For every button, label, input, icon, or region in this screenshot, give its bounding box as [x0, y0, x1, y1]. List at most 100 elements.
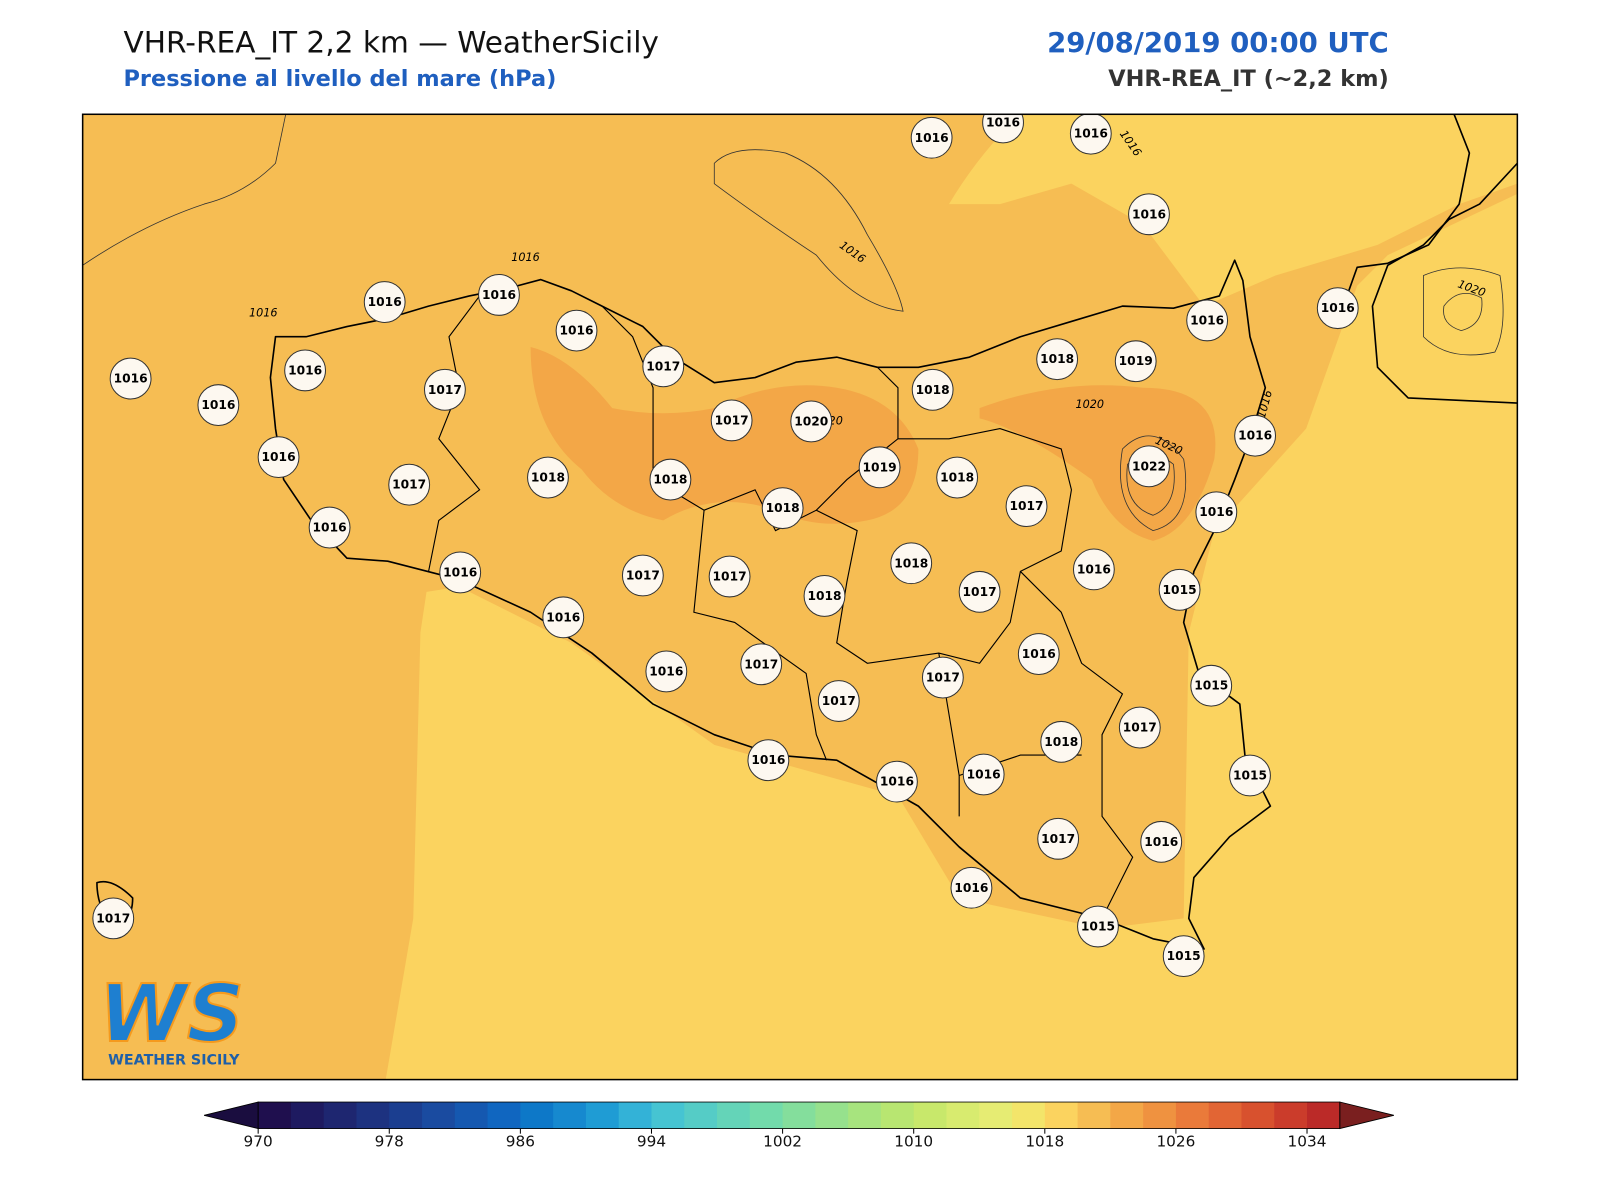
- station: 1016: [1234, 414, 1277, 457]
- station-value: 1016: [546, 610, 580, 624]
- colorbar-bin: [520, 1102, 554, 1129]
- station: 1015: [1158, 568, 1201, 611]
- station: 1016: [962, 753, 1005, 796]
- station-value: 1016: [1074, 127, 1108, 141]
- station-value: 1017: [1009, 499, 1043, 513]
- station: 1017: [642, 345, 685, 388]
- title: VHR-REA_IT 2,2 km — WeatherSicily: [123, 25, 658, 59]
- field-low: [82, 114, 287, 266]
- station-value: 1016: [1144, 835, 1178, 849]
- colorbar: 970 978 986 994 1002 1010 1018 1026 1034: [203, 1101, 1394, 1150]
- station: 1016: [1128, 193, 1170, 236]
- station-value: 1016: [443, 565, 477, 579]
- station: 1016: [1072, 548, 1115, 591]
- field-high: [1423, 267, 1504, 356]
- station: 1017: [708, 555, 751, 598]
- station: 1017: [1005, 485, 1048, 528]
- station-value: 1015: [1081, 920, 1115, 934]
- colorbar-frame: [257, 1101, 1341, 1129]
- map: 1016 1016 1016 1016 1016 1020 1020 1020 …: [82, 114, 1518, 1080]
- station-value: 1018: [916, 383, 950, 397]
- station-value: 1016: [1190, 313, 1224, 327]
- station: 1017: [817, 680, 860, 722]
- station-value: 1018: [1044, 735, 1078, 749]
- station-value: 1017: [963, 585, 997, 599]
- station-value: 1016: [1132, 207, 1166, 221]
- station-value: 1018: [894, 556, 928, 570]
- colorbar-tick-label: 1018: [1025, 1132, 1064, 1150]
- station-marker: [1037, 817, 1080, 860]
- station-marker: [1036, 338, 1079, 381]
- station: 1018: [803, 575, 846, 617]
- colorbar-bin: [1077, 1102, 1111, 1129]
- station-marker: [761, 487, 804, 530]
- station-value: 1017: [96, 911, 130, 925]
- station: 1016: [747, 739, 790, 782]
- station-marker: [1128, 445, 1170, 488]
- colorbar-bin: [356, 1102, 390, 1129]
- station-marker: [109, 357, 152, 400]
- station-marker: [1195, 491, 1238, 534]
- station: 1020: [790, 400, 833, 443]
- station-value: 1017: [646, 359, 680, 373]
- station: 1016: [308, 506, 351, 549]
- station-value: 1015: [1167, 949, 1201, 963]
- colorbar-bin: [1044, 1102, 1079, 1129]
- station-marker: [388, 463, 431, 506]
- station-value: 1017: [715, 413, 749, 427]
- station: 1018: [1036, 338, 1079, 381]
- station: 1015: [1190, 664, 1233, 707]
- station: 1017: [92, 897, 135, 940]
- station: 1017: [710, 399, 753, 442]
- subtitle: Pressione al livello del mare (hPa): [123, 66, 556, 92]
- colorbar-bin: [454, 1102, 489, 1129]
- colorbar-bin: [553, 1102, 587, 1129]
- station-value: 1016: [954, 881, 988, 895]
- colorbar-tick-label: 1026: [1156, 1132, 1195, 1150]
- station-value: 1015: [1233, 769, 1267, 783]
- station-marker: [962, 753, 1005, 796]
- station-value: 1019: [1119, 354, 1153, 368]
- colorbar-bin: [1110, 1102, 1144, 1129]
- station-value: 1016: [1321, 301, 1355, 315]
- station: 1016: [1195, 491, 1238, 534]
- colorbar-bin: [1241, 1102, 1275, 1129]
- station-value: 1018: [807, 589, 841, 603]
- date: 29/08/2019 00:00 UTC: [1047, 27, 1389, 59]
- colorbar-bin: [422, 1102, 456, 1129]
- station: 1018: [527, 456, 569, 499]
- station-marker: [1077, 905, 1119, 948]
- colorbar-bin: [880, 1102, 915, 1129]
- station: 1016: [1186, 299, 1229, 342]
- colorbar-bin: [323, 1102, 358, 1129]
- station-marker: [423, 368, 466, 411]
- station-marker: [1316, 287, 1359, 330]
- colorbar-bin: [848, 1102, 882, 1129]
- station-value: 1018: [531, 471, 565, 485]
- station-value: 1017: [926, 671, 960, 685]
- station: 1016: [1140, 820, 1183, 863]
- colorbar-bin: [1175, 1102, 1210, 1129]
- station: 1016: [950, 866, 993, 909]
- station-value: 1015: [1163, 583, 1197, 597]
- station: 1018: [911, 368, 954, 411]
- colorbar-bin: [749, 1102, 784, 1129]
- colorbar-bin: [1307, 1102, 1341, 1129]
- station: 1017: [388, 463, 431, 506]
- station-value: 1018: [766, 501, 800, 515]
- station-value: 1016: [915, 131, 949, 145]
- station-marker: [542, 596, 585, 639]
- field-low: [713, 149, 904, 312]
- station-marker: [649, 458, 692, 501]
- colorbar-bin: [618, 1102, 652, 1129]
- station-marker: [642, 345, 685, 388]
- station-marker: [257, 436, 300, 479]
- logo-mark: WS: [99, 967, 244, 1060]
- contour-label: 1016: [511, 251, 540, 264]
- station-value: 1022: [1132, 459, 1166, 473]
- contour-label: 1016: [249, 306, 278, 319]
- colorbar-tick-label: 1002: [763, 1132, 802, 1150]
- station-marker: [710, 399, 753, 442]
- field-low: [385, 193, 1518, 1080]
- coastline: [1346, 114, 1471, 297]
